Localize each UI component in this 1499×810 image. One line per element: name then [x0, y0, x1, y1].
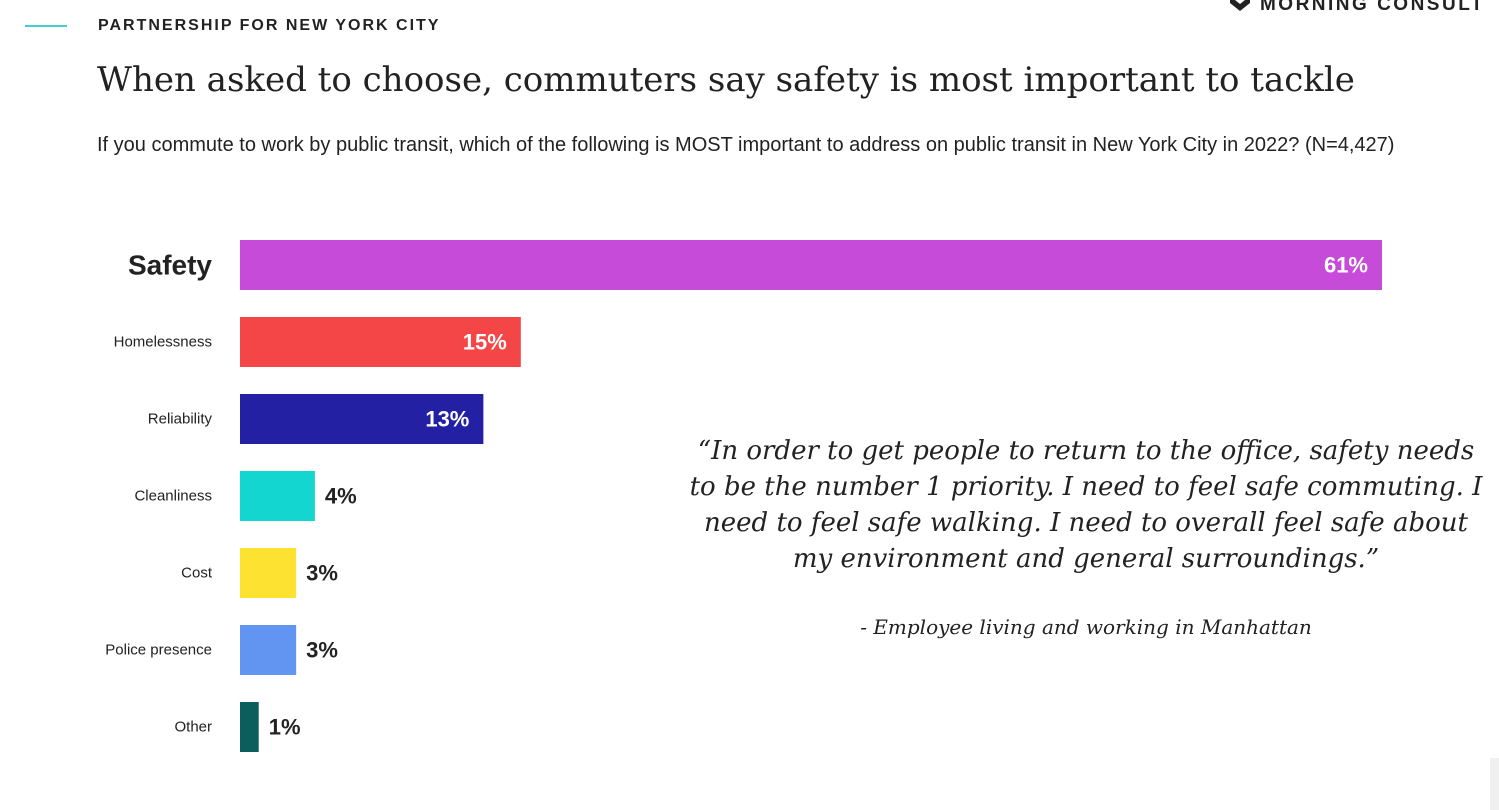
- bar-safety: [240, 240, 1382, 290]
- value-label-cost: 3%: [306, 561, 338, 586]
- bar-reliability: [240, 394, 484, 444]
- value-label-homelessness: 15%: [463, 330, 507, 355]
- category-label-cost: Cost: [181, 565, 213, 582]
- org-name: PARTNERSHIP FOR NEW YORK CITY: [98, 17, 441, 34]
- scrollbar-track: [1490, 758, 1499, 810]
- category-label-reliability: Reliability: [148, 411, 213, 428]
- morning-consult-logo: MORNING CONSULT: [1228, 0, 1485, 16]
- accent-line: [25, 25, 67, 27]
- category-label-safety: Safety: [128, 250, 212, 281]
- category-label-police-presence: Police presence: [105, 642, 212, 659]
- chart-title: When asked to choose, commuters say safe…: [97, 60, 1355, 100]
- category-label-other: Other: [174, 719, 212, 736]
- value-label-safety: 61%: [1324, 253, 1368, 278]
- value-label-police-presence: 3%: [306, 638, 338, 663]
- category-label-cleanliness: Cleanliness: [134, 488, 212, 505]
- logo-text: MORNING CONSULT: [1259, 0, 1485, 15]
- bar-cost: [240, 548, 297, 598]
- bar-homelessness: [240, 317, 521, 367]
- value-label-reliability: 13%: [425, 407, 469, 432]
- chart-subtitle: If you commute to work by public transit…: [97, 134, 1395, 156]
- category-label-homelessness: Homelessness: [114, 334, 212, 351]
- bar-cleanliness: [240, 471, 315, 521]
- value-label-cleanliness: 4%: [325, 484, 357, 509]
- bar-other: [240, 702, 259, 752]
- morning-consult-chevron-icon: [1229, 0, 1250, 11]
- quote-text: “In order to get people to return to the…: [689, 436, 1483, 574]
- value-label-other: 1%: [269, 715, 301, 740]
- quote-attribution: - Employee living and working in Manhatt…: [860, 615, 1312, 639]
- bar-police-presence: [240, 625, 297, 675]
